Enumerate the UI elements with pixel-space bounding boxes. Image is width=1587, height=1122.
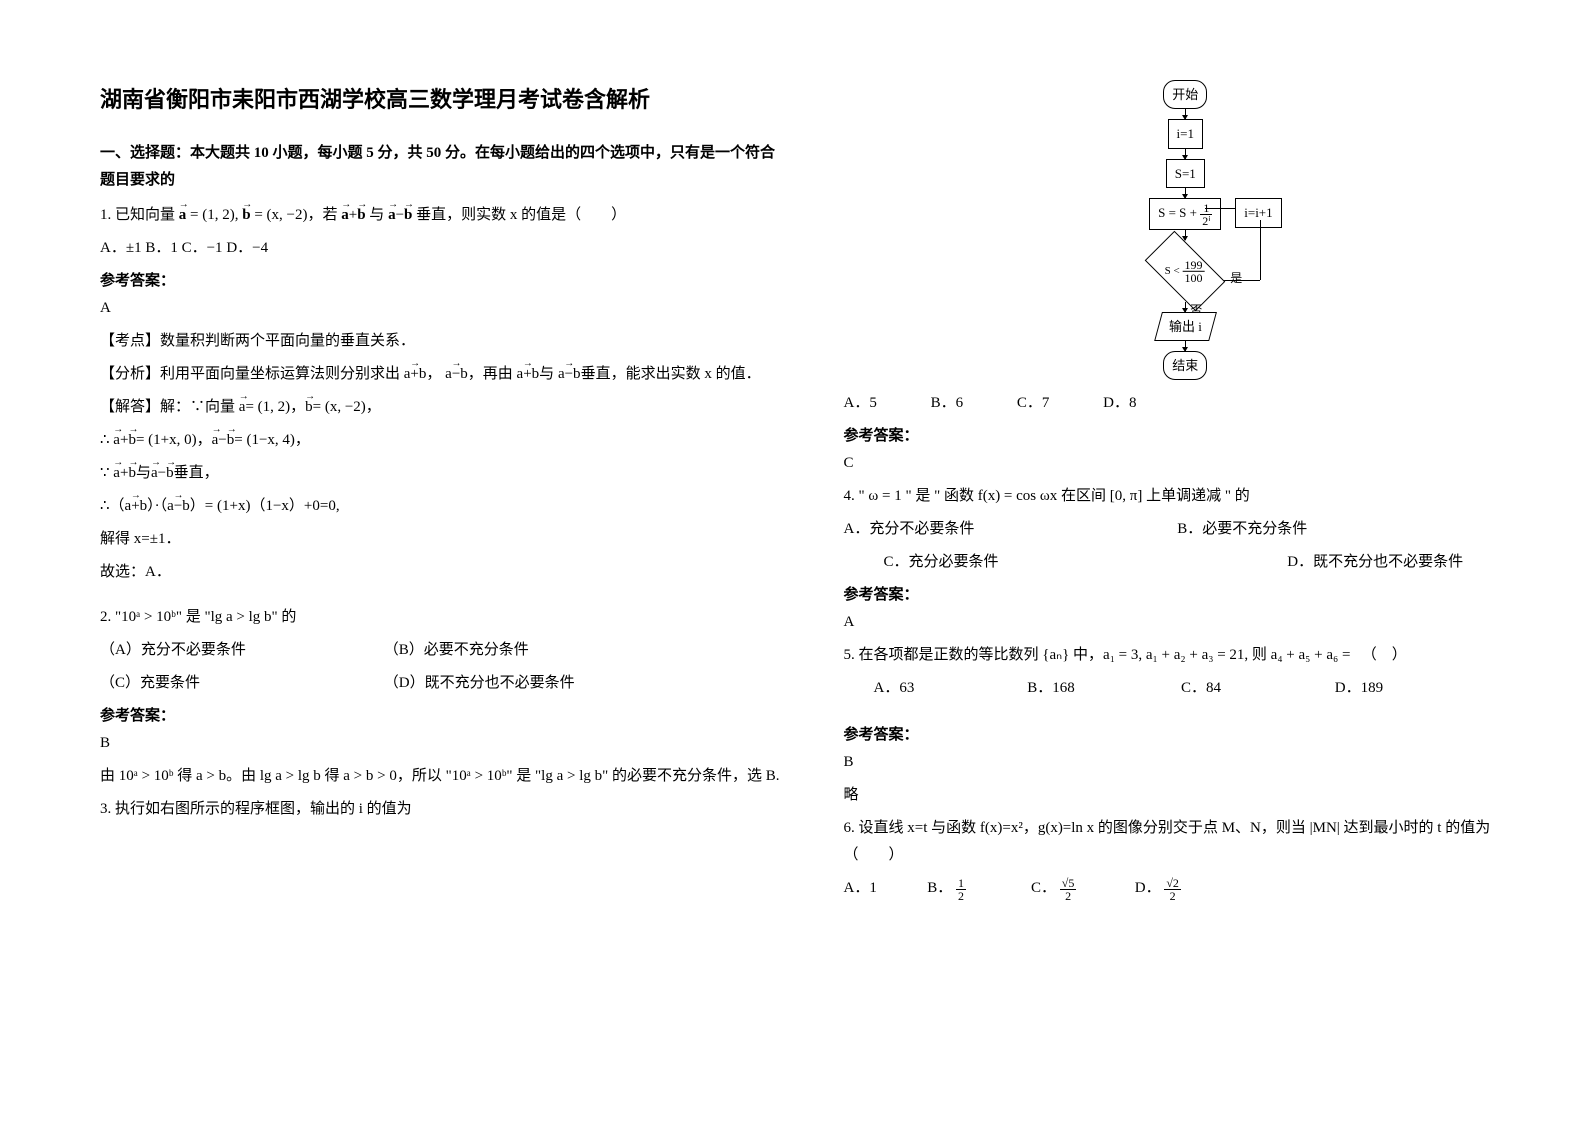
q1-b: = (x, −2)，若 [254, 207, 337, 223]
q1-text: 1. 已知向量 [100, 207, 175, 223]
vec-ab-icon: a−b [558, 366, 581, 382]
q3-optC: C．7 [1017, 390, 1050, 417]
q2-stem: 2. "10ᵃ > 10ᵇ" 是 "lg a > lg b" 的 [100, 604, 784, 631]
fc-yes: 是 [1230, 268, 1242, 290]
vec-ab-icon: a−b [445, 366, 468, 382]
q2-optB: （B）必要不充分条件 [384, 637, 664, 664]
q6-optD: D． √22 [1135, 875, 1235, 902]
q5-ans-label: 参考答案： [844, 722, 1528, 749]
q1-j2: ∴ a+b= (1+x, 0)，a−b= (1−x, 4)， [100, 427, 784, 454]
q6-optA: A．1 [844, 875, 924, 902]
doc-title: 湖南省衡阳市耒阳市西湖学校高三数学理月考试卷含解析 [100, 80, 784, 120]
fc-start: 开始 [1163, 80, 1207, 109]
q3-stem: 3. 执行如右图所示的程序框图，输出的 i 的值为 [100, 796, 784, 823]
q6-optB: B． 12 [927, 875, 1027, 902]
q4-optC: C．充分必要条件 [844, 549, 1284, 576]
vec-a-icon: a [388, 207, 396, 223]
vec-a-icon: a [341, 207, 349, 223]
q1-a: = (1, 2), [190, 207, 238, 223]
q1-j3: ∵ a+b与a−b垂直， [100, 460, 784, 487]
fc-output: 输出 i [1154, 312, 1217, 341]
q1-j6: 故选：A． [100, 559, 784, 586]
q1-jieda: 【解答】解：∵向量 a= (1, 2)，b= (x, −2)， [100, 394, 784, 421]
q3-optD: D．8 [1103, 390, 1136, 417]
q5-optB: B．168 [1027, 675, 1177, 702]
vec-b-icon: b [242, 207, 250, 223]
q1-optD: D．−4 [226, 240, 268, 256]
q1-kaodian: 【考点】数量积判断两个平面向量的垂直关系． [100, 328, 784, 355]
q5-optC: C．84 [1181, 675, 1331, 702]
fc-s-init: S=1 [1166, 159, 1205, 188]
vec-ab-icon: a+b [517, 366, 540, 382]
vec-a-icon: a [179, 207, 187, 223]
fc-s-frac: 1 2ⁱ [1200, 202, 1212, 227]
q6-options: A．1 B． 12 C． √52 D． √22 [844, 875, 1528, 902]
q6-stem: 6. 设直线 x=t 与函数 f(x)=x²，g(x)=ln x 的图像分别交于… [844, 815, 1528, 869]
q3-options: A．5 B．6 C．7 D．8 [844, 390, 1528, 417]
q1-optC: C．−1 [182, 240, 223, 256]
q2-options-row2: （C）充要条件 （D）既不充分也不必要条件 [100, 670, 784, 697]
q4-options-row2: C．充分必要条件 D．既不充分也不必要条件 [844, 549, 1528, 576]
q6-optC: C． √52 [1031, 875, 1131, 902]
q2-ans-label: 参考答案： [100, 703, 784, 730]
q1-stem: 1. 已知向量 a = (1, 2), b = (x, −2)，若 a+b 与 … [100, 202, 784, 229]
fc-cond-text: S < 199100 [1165, 258, 1205, 283]
q2-optA: （A）充分不必要条件 [100, 637, 380, 664]
q4-stem: 4. " ω = 1 " 是 " 函数 f(x) = cos ωx 在区间 [0… [844, 483, 1528, 510]
q5-options: A．63 B．168 C．84 D．189 [844, 675, 1528, 702]
vec-b-icon: b [404, 207, 412, 223]
q2-optD: （D）既不充分也不必要条件 [384, 670, 664, 697]
arrow-icon [1185, 230, 1186, 240]
arrow-icon [1185, 302, 1186, 312]
q4-options-row1: A．充分不必要条件 B．必要不充分条件 [844, 516, 1528, 543]
connector [1205, 208, 1235, 209]
q4-optB: B．必要不充分条件 [1177, 521, 1307, 537]
page: 湖南省衡阳市耒阳市西湖学校高三数学理月考试卷含解析 一、选择题：本大题共 10 … [0, 0, 1587, 1122]
q4-optA: A．充分不必要条件 [844, 516, 1174, 543]
q5-optD: D．189 [1335, 675, 1485, 702]
q3-optA: A．5 [844, 390, 877, 417]
fc-update-s: S = S + 1 2ⁱ [1149, 198, 1221, 230]
q3-ans: C [844, 450, 1528, 477]
q4-ans: A [844, 609, 1528, 636]
q2-optC: （C）充要条件 [100, 670, 380, 697]
arrow-icon [1185, 341, 1186, 351]
q1-j5: 解得 x=±1． [100, 526, 784, 553]
q1-ans: A [100, 295, 784, 322]
q2-expl: 由 10ᵃ > 10ᵇ 得 a > b。由 lg a > lg b 得 a > … [100, 763, 784, 790]
right-column: 开始 i=1 S=1 S = S + 1 2ⁱ i=i+1 [814, 80, 1528, 1082]
fc-end: 结束 [1163, 351, 1207, 380]
arrow-icon [1185, 149, 1186, 159]
q4-ans-label: 参考答案： [844, 582, 1528, 609]
q5-stem: 5. 在各项都是正数的等比数列 {aₙ} 中，a₁ = 3, a₁ + a₂ +… [844, 642, 1528, 669]
arrow-icon [1185, 188, 1186, 198]
flowchart: 开始 i=1 S=1 S = S + 1 2ⁱ i=i+1 [1085, 80, 1285, 380]
q1-options: A．±1 B．1 C．−1 D．−4 [100, 235, 784, 262]
q3-ans-label: 参考答案： [844, 423, 1528, 450]
q1-optA: A．±1 [100, 240, 142, 256]
fc-cond: S < 199100 [1145, 230, 1226, 311]
q1-ans-label: 参考答案： [100, 268, 784, 295]
vec-ab-icon: a+b [404, 366, 427, 382]
q1-fenxi: 【分析】利用平面向量坐标运算法则分别求出 a+b， a−b，再由 a+b与 a−… [100, 361, 784, 388]
q1-suffix: 垂直，则实数 x 的值是（ ） [416, 207, 626, 223]
q5-ans: B [844, 749, 1528, 776]
q5-optA: A．63 [874, 675, 1024, 702]
q4-optD: D．既不充分也不必要条件 [1287, 554, 1463, 570]
q3-optB: B．6 [931, 390, 964, 417]
section-heading: 一、选择题：本大题共 10 小题，每小题 5 分，共 50 分。在每小题给出的四… [100, 140, 784, 194]
q1-optB: B．1 [145, 240, 178, 256]
q2-options-row1: （A）充分不必要条件 （B）必要不充分条件 [100, 637, 784, 664]
q1-mid: 与 [369, 207, 384, 223]
q5-note: 略 [844, 782, 1528, 809]
q1-j4: ∴（a+b）·（a−b）= (1+x)（1−x）+0=0, [100, 493, 784, 520]
arrow-icon [1185, 109, 1186, 119]
fc-i-init: i=1 [1168, 119, 1203, 148]
fc-s-text: S = S + [1158, 205, 1197, 220]
q2-ans: B [100, 730, 784, 757]
vec-b-icon: b [357, 207, 365, 223]
fc-loop-inc: i=i+1 [1235, 198, 1281, 227]
left-column: 湖南省衡阳市耒阳市西湖学校高三数学理月考试卷含解析 一、选择题：本大题共 10 … [100, 80, 814, 1082]
